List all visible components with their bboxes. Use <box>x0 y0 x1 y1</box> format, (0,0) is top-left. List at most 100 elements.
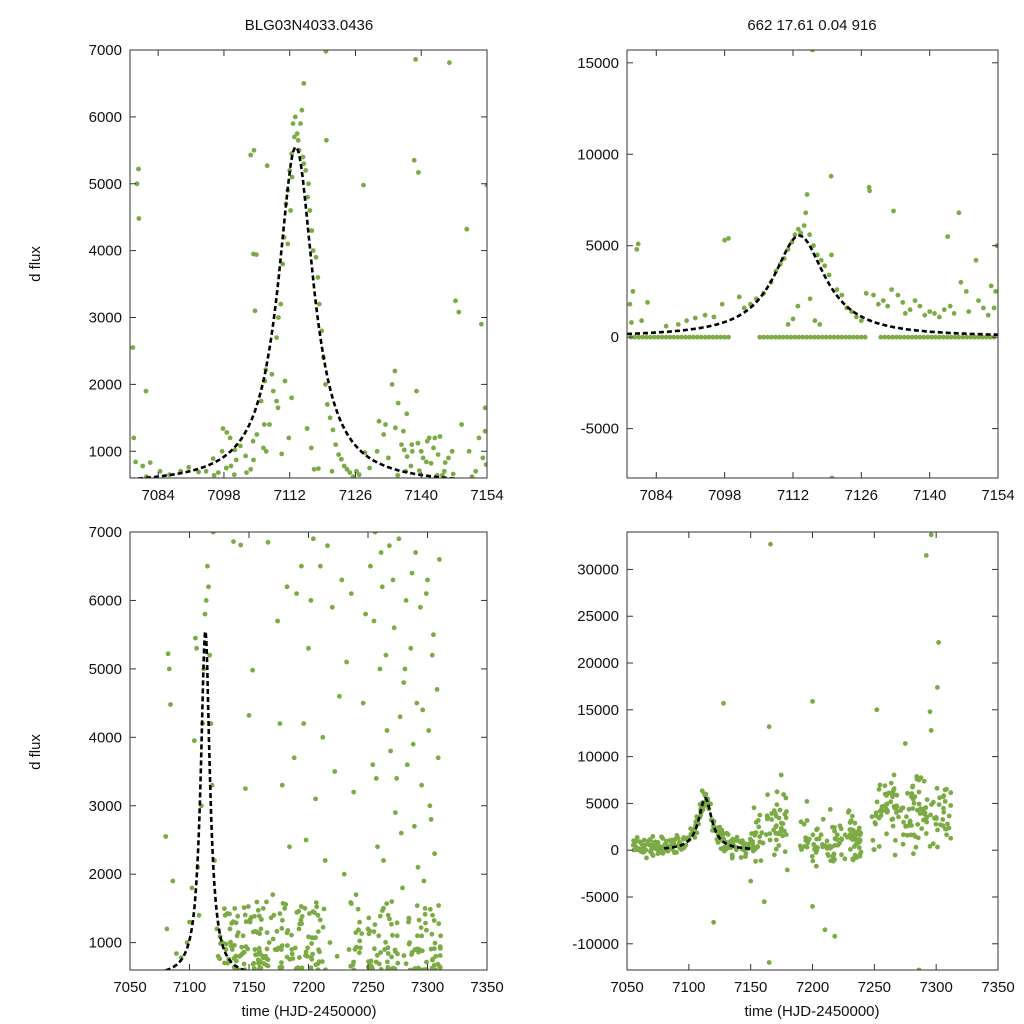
data-point <box>222 960 227 966</box>
data-point <box>828 173 834 179</box>
x-tick-label: 7112 <box>777 487 809 504</box>
data-point <box>773 334 778 340</box>
data-point <box>964 334 970 340</box>
data-point <box>309 228 315 234</box>
data-point <box>296 908 302 914</box>
data-point <box>323 967 328 970</box>
data-point <box>431 632 436 638</box>
data-point <box>359 931 365 936</box>
data-point <box>186 464 192 470</box>
plot-area <box>630 532 954 970</box>
data-point <box>940 817 946 822</box>
data-point <box>298 121 303 126</box>
data-point <box>438 933 443 939</box>
data-point <box>258 398 264 404</box>
plot-frame <box>626 531 999 971</box>
data-point <box>206 584 211 590</box>
data-point <box>270 936 276 942</box>
y-tick-label: -5000 <box>581 889 619 906</box>
data-point <box>804 799 810 804</box>
plot-frame <box>129 49 488 479</box>
data-point <box>277 911 283 916</box>
data-point <box>631 847 637 853</box>
data-point <box>901 334 907 340</box>
data-point <box>774 837 779 843</box>
data-point <box>843 334 849 340</box>
data-point <box>324 137 329 143</box>
data-point <box>377 913 383 919</box>
data-point <box>890 823 896 829</box>
data-point <box>389 954 394 960</box>
x-tick-label: 7150 <box>734 979 767 996</box>
data-point <box>482 405 487 411</box>
data-point <box>856 845 862 851</box>
data-point <box>285 241 291 247</box>
x-axis-label-left: time (HJD-2450000) <box>241 1003 376 1020</box>
data-point <box>683 334 688 340</box>
data-point <box>948 334 954 340</box>
data-point <box>822 843 828 848</box>
data-point <box>827 843 832 849</box>
data-point <box>432 851 437 857</box>
data-point <box>361 182 366 188</box>
data-point <box>318 563 323 569</box>
data-point <box>741 305 747 311</box>
y-tick-label: 20000 <box>577 655 619 672</box>
data-point <box>367 928 372 934</box>
data-point <box>781 792 786 797</box>
data-point <box>968 334 974 340</box>
data-point <box>423 591 429 596</box>
data-point <box>884 806 889 812</box>
data-point <box>736 294 742 300</box>
data-point <box>966 309 972 314</box>
data-point <box>244 470 249 475</box>
data-point <box>834 832 840 838</box>
data-point <box>350 474 356 478</box>
data-point <box>636 334 642 340</box>
data-point <box>639 318 644 324</box>
data-point <box>411 157 417 163</box>
data-point <box>781 828 787 834</box>
data-point <box>952 334 958 340</box>
data-point <box>767 831 773 837</box>
data-point <box>878 813 884 818</box>
data-point <box>927 309 933 314</box>
data-point <box>645 300 650 305</box>
data-point <box>228 939 234 945</box>
data-point <box>288 208 293 213</box>
data-point <box>428 946 434 952</box>
x-tick-label: 7200 <box>796 979 829 996</box>
data-point <box>395 400 401 406</box>
data-point <box>948 803 954 808</box>
data-point <box>384 728 390 733</box>
data-point <box>303 837 309 843</box>
data-point <box>252 308 258 314</box>
data-point <box>941 307 947 313</box>
data-point <box>942 826 948 832</box>
data-point <box>658 844 664 850</box>
data-point <box>904 832 910 838</box>
data-point <box>935 827 940 833</box>
data-point <box>744 842 749 848</box>
data-point <box>937 795 942 801</box>
data-point <box>277 721 283 726</box>
data-point <box>130 345 136 350</box>
data-point <box>663 334 669 340</box>
data-point <box>242 912 248 918</box>
data-point <box>923 553 929 558</box>
y-tick-label: 5000 <box>89 176 122 193</box>
data-point <box>235 913 241 919</box>
data-point <box>635 241 641 247</box>
data-point <box>279 964 285 970</box>
data-point <box>258 926 264 932</box>
data-point <box>823 334 829 340</box>
data-point <box>416 170 421 175</box>
data-point <box>370 762 376 768</box>
data-point <box>311 935 316 941</box>
data-point <box>372 532 378 535</box>
y-tick-label: 5000 <box>89 661 122 678</box>
data-point <box>802 844 808 849</box>
data-point <box>305 945 311 951</box>
data-point <box>660 836 666 841</box>
data-point <box>412 823 417 829</box>
